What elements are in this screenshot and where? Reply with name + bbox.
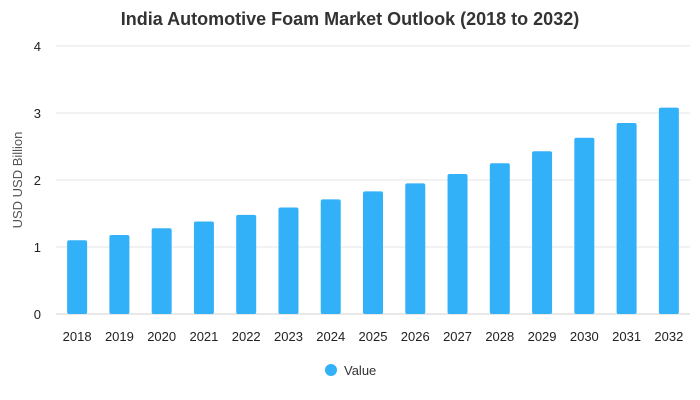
x-tick-label: 2021: [189, 329, 218, 344]
bar-2032[interactable]: [658, 107, 679, 314]
y-tick-label: 3: [34, 106, 41, 121]
legend-marker: [325, 364, 337, 376]
x-tick-label: 2026: [401, 329, 430, 344]
bar-2029[interactable]: [532, 151, 553, 314]
x-tick-label: 2023: [274, 329, 303, 344]
x-tick-label: 2022: [232, 329, 261, 344]
x-tick-label: 2031: [612, 329, 641, 344]
legend[interactable]: Value: [325, 363, 376, 378]
bar-2025[interactable]: [363, 191, 383, 314]
bars: [67, 107, 679, 314]
x-tick-label: 2029: [528, 329, 557, 344]
chart-title: India Automotive Foam Market Outlook (20…: [120, 9, 580, 29]
y-axis-title: USD USD Billion: [10, 132, 25, 229]
y-axis-ticks: 0 1 2 3 4: [34, 39, 41, 322]
x-axis-ticks: 2018 2019 2020 2021 2022 2023 2024 2025 2026 2027…: [63, 329, 684, 344]
bar-2019[interactable]: [109, 234, 130, 314]
bar-2026[interactable]: [405, 183, 426, 314]
x-tick-label: 2025: [359, 329, 388, 344]
legend-label: Value: [344, 363, 376, 378]
bar-2020[interactable]: [151, 228, 172, 314]
bar-2022[interactable]: [236, 214, 257, 314]
bar-2027[interactable]: [447, 173, 468, 314]
bar-2030[interactable]: [574, 137, 595, 314]
x-tick-label: 2020: [147, 329, 176, 344]
bar-2031[interactable]: [616, 123, 637, 314]
x-tick-label: 2032: [654, 329, 683, 344]
y-tick-label: 2: [34, 173, 41, 188]
x-tick-label: 2027: [443, 329, 472, 344]
y-tick-label: 4: [34, 39, 41, 54]
x-tick-label: 2030: [570, 329, 599, 344]
x-tick-label: 2028: [485, 329, 514, 344]
x-tick-label: 2024: [316, 329, 345, 344]
y-tick-label: 0: [34, 307, 41, 322]
bar-2028[interactable]: [489, 163, 510, 314]
bar-2023[interactable]: [278, 207, 299, 314]
bar-2018[interactable]: [67, 240, 88, 314]
y-tick-label: 1: [34, 240, 41, 255]
x-tick-label: 2018: [63, 329, 92, 344]
bar-2024[interactable]: [320, 199, 341, 314]
bar-2021[interactable]: [193, 221, 214, 314]
x-tick-label: 2019: [105, 329, 134, 344]
